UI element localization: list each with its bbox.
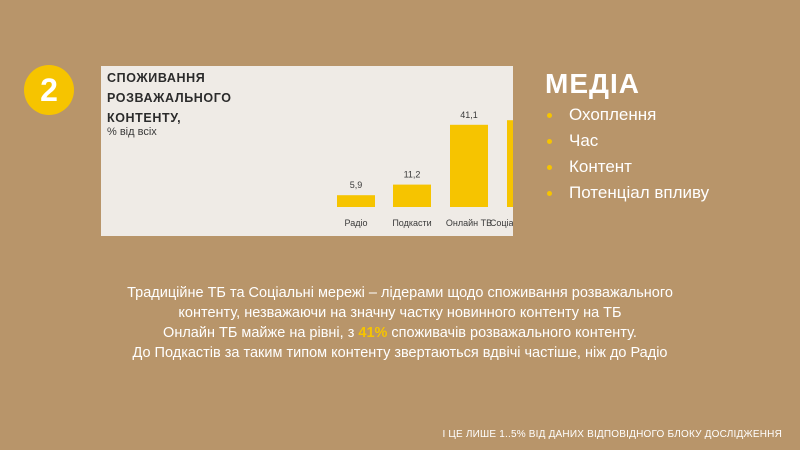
bar xyxy=(337,195,375,207)
chart-title-line: СПОЖИВАННЯ xyxy=(107,71,206,85)
bar-value-label: 5,9 xyxy=(350,180,363,190)
slide-number-badge: 2 xyxy=(24,65,74,115)
media-item-label: Охоплення xyxy=(569,105,657,124)
media-item-label: Контент xyxy=(569,157,632,176)
bullet-icon xyxy=(547,112,552,118)
chart-panel: СПОЖИВАННЯ РОЗВАЖАЛЬНОГО КОНТЕНТУ, % від… xyxy=(101,66,513,236)
bar xyxy=(507,120,513,207)
media-list-item: Контент xyxy=(545,154,709,180)
bar xyxy=(393,184,431,207)
category-label: Радіо xyxy=(345,218,368,228)
summary-line: контенту, незважаючи на значну частку но… xyxy=(178,305,622,321)
media-list-item: Час xyxy=(545,128,709,154)
bullet-icon xyxy=(547,190,552,196)
bar xyxy=(450,124,488,207)
chart-title-line: КОНТЕНТУ, xyxy=(107,111,182,125)
summary-text: Традиційне ТБ та Соціальні мережі – ліде… xyxy=(40,283,760,363)
bar-value-label: 11,2 xyxy=(404,170,421,180)
media-title: МЕДІА xyxy=(545,68,640,99)
footer-note: І ЦЕ ЛИШЕ 1..5% ВІД ДАНИХ ВІДПОВІДНОГО Б… xyxy=(442,429,782,440)
summary-text-part: Онлайн ТБ майже на рівні, з xyxy=(163,325,359,341)
bar-value-label: 41,1 xyxy=(460,110,478,120)
chart-unit-label: % від всіх xyxy=(107,126,157,138)
category-label: Онлайн ТВ xyxy=(446,218,492,228)
media-item-label: Потенціал впливу xyxy=(569,183,710,202)
chart-title-line: РОЗВАЖАЛЬНОГО xyxy=(107,91,232,105)
media-list: Охоплення Час Контент Потенціал впливу xyxy=(545,102,709,206)
category-label: Подкасти xyxy=(392,218,431,228)
summary-line: До Подкастів за таким типом контенту зве… xyxy=(132,345,668,361)
bullet-icon xyxy=(547,164,552,170)
media-list-item: Потенціал впливу xyxy=(545,180,709,206)
media-item-label: Час xyxy=(569,131,599,150)
category-label: Соціальні мережі xyxy=(490,218,513,228)
chart-title: СПОЖИВАННЯ РОЗВАЖАЛЬНОГО КОНТЕНТУ, xyxy=(107,68,257,128)
media-list-item: Охоплення xyxy=(545,102,709,128)
highlight-value: 41% xyxy=(358,325,388,341)
summary-line: Традиційне ТБ та Соціальні мережі – ліде… xyxy=(127,285,673,301)
summary-line: Онлайн ТБ майже на рівні, з 41% споживач… xyxy=(40,323,760,343)
bullet-icon xyxy=(547,138,552,144)
summary-text-part: споживачів розважального контенту. xyxy=(387,325,637,341)
